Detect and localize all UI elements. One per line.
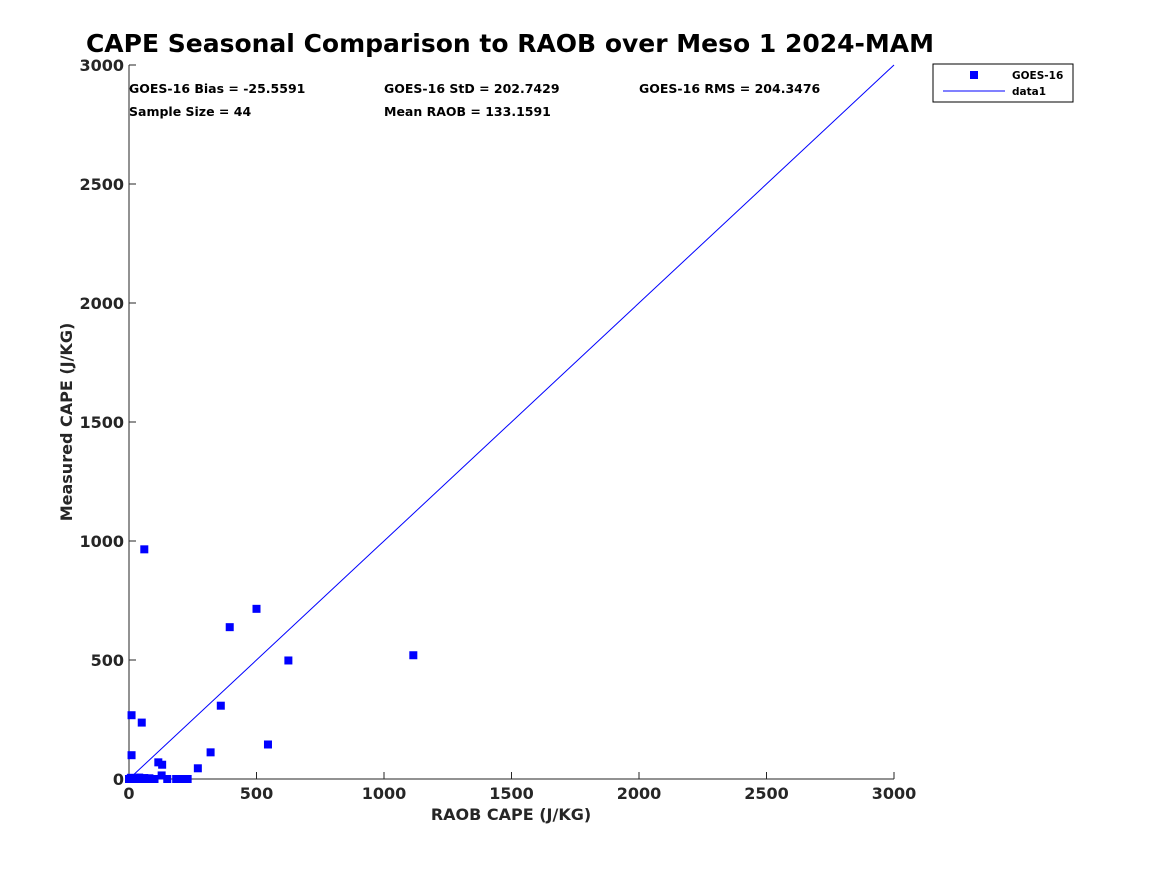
y-tick-label: 1000	[79, 532, 124, 551]
stat-std: GOES-16 StD = 202.7429	[384, 81, 560, 96]
data-point	[193, 764, 202, 773]
y-tick-label: 2500	[79, 175, 124, 194]
x-tick-label: 2500	[744, 784, 789, 803]
data-point	[127, 751, 136, 760]
y-tick-label: 500	[91, 651, 124, 670]
chart-title: CAPE Seasonal Comparison to RAOB over Me…	[86, 29, 934, 58]
data-point	[126, 774, 135, 783]
data-point	[206, 748, 215, 757]
legend-label-goes16: GOES-16	[1012, 70, 1063, 82]
y-tick-label: 2000	[79, 294, 124, 313]
y-axis-label: Measured CAPE (J/KG)	[57, 323, 76, 522]
data-point	[263, 740, 272, 749]
stat-bias: GOES-16 Bias = -25.5591	[129, 81, 305, 96]
data-point	[163, 775, 172, 783]
x-axis-ticks: 0 500 1000 1500 2000 2500 3000	[123, 772, 916, 803]
data-point	[142, 774, 151, 783]
x-tick-label: 2000	[617, 784, 662, 803]
data-point	[150, 775, 159, 783]
stat-mean-raob: Mean RAOB = 133.1591	[384, 104, 551, 119]
y-axis-ticks: 0 500 1000 1500 2000 2500 3000	[79, 56, 136, 789]
legend-label-data1: data1	[1012, 86, 1046, 98]
stat-sample-size: Sample Size = 44	[129, 104, 251, 119]
data-point	[183, 775, 192, 783]
data-point	[158, 760, 167, 769]
x-tick-label: 1500	[489, 784, 534, 803]
data-point	[127, 711, 136, 720]
legend-box	[932, 63, 1074, 103]
x-tick-label: 500	[240, 784, 273, 803]
legend-marker-goes16	[970, 71, 978, 79]
data-point	[252, 604, 261, 613]
series-line-data1	[128, 64, 895, 780]
data-point	[225, 623, 234, 632]
stat-rms: GOES-16 RMS = 204.3476	[639, 81, 821, 96]
series-layer	[125, 64, 895, 783]
y-tick-label: 1500	[79, 413, 124, 432]
data-point	[284, 656, 293, 665]
legend: GOES-16 data1	[932, 63, 1074, 103]
x-tick-label: 1000	[362, 784, 407, 803]
data-point	[409, 651, 418, 660]
data-point	[157, 771, 166, 780]
x-tick-label: 3000	[872, 784, 917, 803]
data-point	[216, 701, 225, 710]
y-tick-label: 3000	[79, 56, 124, 75]
x-tick-label: 0	[123, 784, 134, 803]
x-axis-label: RAOB CAPE (J/KG)	[431, 805, 591, 824]
y-tick-label: 0	[113, 770, 124, 789]
data-point	[137, 718, 146, 727]
data-point	[140, 545, 149, 554]
